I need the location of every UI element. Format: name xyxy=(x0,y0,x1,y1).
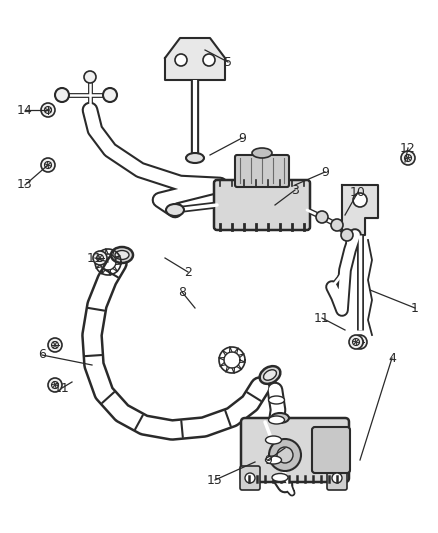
Circle shape xyxy=(331,219,343,231)
FancyBboxPatch shape xyxy=(241,418,349,482)
Text: 9: 9 xyxy=(264,454,272,466)
Circle shape xyxy=(45,107,52,114)
Text: 9: 9 xyxy=(238,132,246,144)
Ellipse shape xyxy=(115,251,129,260)
Text: 8: 8 xyxy=(178,286,186,298)
Ellipse shape xyxy=(264,370,276,380)
Circle shape xyxy=(41,158,55,172)
Ellipse shape xyxy=(265,436,282,444)
FancyBboxPatch shape xyxy=(327,466,347,490)
Text: 5: 5 xyxy=(224,55,232,69)
Ellipse shape xyxy=(272,473,288,481)
Text: 10: 10 xyxy=(350,185,366,198)
Polygon shape xyxy=(342,185,378,235)
Text: 15: 15 xyxy=(207,473,223,487)
Circle shape xyxy=(316,211,328,223)
Ellipse shape xyxy=(265,456,282,464)
Circle shape xyxy=(48,338,62,352)
Circle shape xyxy=(96,254,103,262)
Text: 14: 14 xyxy=(17,103,33,117)
FancyBboxPatch shape xyxy=(235,155,289,187)
Text: 4: 4 xyxy=(388,351,396,365)
Text: 3: 3 xyxy=(291,183,299,197)
Circle shape xyxy=(245,473,255,483)
FancyBboxPatch shape xyxy=(214,180,310,230)
Circle shape xyxy=(353,335,367,349)
Text: 9: 9 xyxy=(321,166,329,179)
Circle shape xyxy=(353,193,367,207)
Text: 1: 1 xyxy=(411,302,419,314)
Text: 12: 12 xyxy=(400,141,416,155)
Circle shape xyxy=(357,338,364,345)
Ellipse shape xyxy=(166,204,184,216)
Ellipse shape xyxy=(271,413,289,423)
Circle shape xyxy=(52,382,59,389)
Text: 6: 6 xyxy=(38,349,46,361)
Polygon shape xyxy=(165,38,225,80)
Circle shape xyxy=(103,88,117,102)
Circle shape xyxy=(45,161,52,168)
Ellipse shape xyxy=(111,247,133,263)
Ellipse shape xyxy=(268,416,285,424)
Circle shape xyxy=(48,378,62,392)
Ellipse shape xyxy=(268,396,285,404)
Circle shape xyxy=(84,71,96,83)
Circle shape xyxy=(41,103,55,117)
Text: 11: 11 xyxy=(314,311,330,325)
Ellipse shape xyxy=(260,366,280,384)
Circle shape xyxy=(52,342,59,349)
Circle shape xyxy=(401,151,415,165)
Circle shape xyxy=(175,54,187,66)
Text: 11: 11 xyxy=(87,252,103,264)
Circle shape xyxy=(93,251,107,265)
Circle shape xyxy=(203,54,215,66)
Circle shape xyxy=(269,439,301,471)
Ellipse shape xyxy=(186,153,204,163)
Text: 2: 2 xyxy=(184,265,192,279)
Circle shape xyxy=(353,338,360,345)
Circle shape xyxy=(405,155,411,161)
FancyBboxPatch shape xyxy=(240,466,260,490)
Circle shape xyxy=(349,335,363,349)
Text: 13: 13 xyxy=(17,179,33,191)
Ellipse shape xyxy=(252,148,272,158)
Circle shape xyxy=(341,229,353,241)
Circle shape xyxy=(55,88,69,102)
FancyBboxPatch shape xyxy=(312,427,350,473)
Text: 11: 11 xyxy=(54,382,70,394)
Circle shape xyxy=(332,473,342,483)
Circle shape xyxy=(277,447,293,463)
